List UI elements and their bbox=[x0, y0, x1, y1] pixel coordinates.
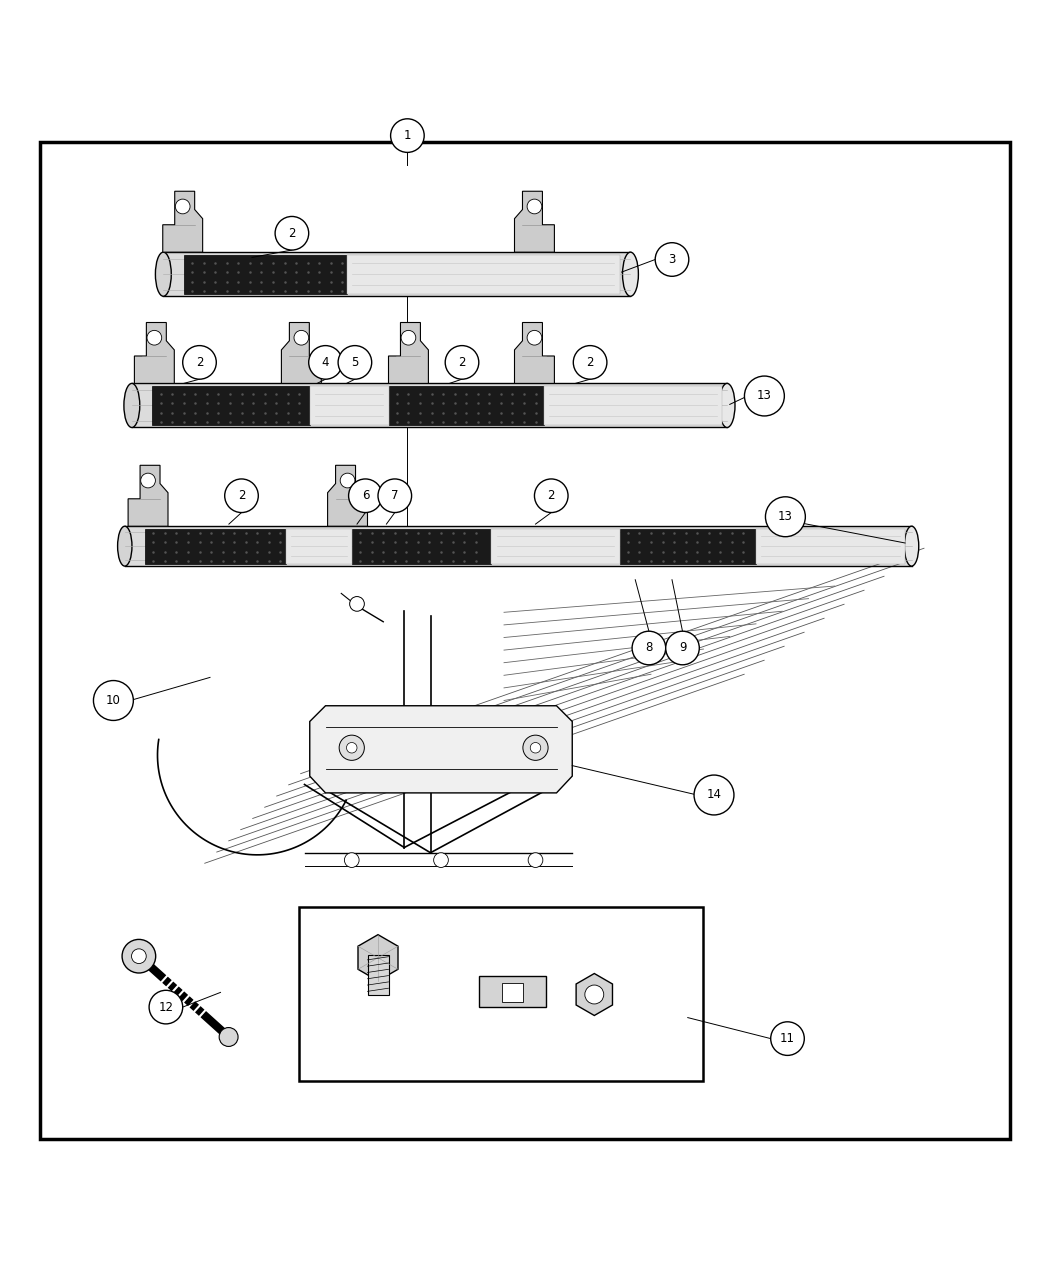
Circle shape bbox=[340, 473, 355, 488]
Circle shape bbox=[93, 681, 133, 720]
Text: 14: 14 bbox=[707, 788, 721, 802]
Circle shape bbox=[523, 736, 548, 760]
Text: 1: 1 bbox=[403, 129, 412, 142]
FancyBboxPatch shape bbox=[502, 983, 523, 1002]
FancyBboxPatch shape bbox=[299, 908, 704, 1081]
Ellipse shape bbox=[904, 527, 919, 566]
Text: 4: 4 bbox=[321, 356, 330, 368]
Circle shape bbox=[275, 217, 309, 250]
Circle shape bbox=[530, 742, 541, 754]
Circle shape bbox=[349, 479, 382, 513]
Circle shape bbox=[122, 940, 155, 973]
Circle shape bbox=[527, 199, 542, 214]
Text: 10: 10 bbox=[106, 694, 121, 708]
Circle shape bbox=[694, 775, 734, 815]
FancyBboxPatch shape bbox=[352, 529, 491, 564]
Ellipse shape bbox=[118, 527, 132, 566]
Circle shape bbox=[147, 330, 162, 346]
Text: 8: 8 bbox=[645, 641, 653, 654]
Circle shape bbox=[175, 199, 190, 214]
Circle shape bbox=[434, 853, 448, 867]
FancyBboxPatch shape bbox=[145, 529, 286, 564]
Text: 12: 12 bbox=[159, 1001, 173, 1014]
FancyBboxPatch shape bbox=[125, 527, 911, 566]
Polygon shape bbox=[163, 191, 203, 252]
Circle shape bbox=[527, 330, 542, 346]
Circle shape bbox=[378, 479, 412, 513]
Circle shape bbox=[765, 497, 805, 537]
Ellipse shape bbox=[124, 384, 140, 427]
Text: 2: 2 bbox=[458, 356, 466, 368]
FancyBboxPatch shape bbox=[152, 386, 310, 425]
Circle shape bbox=[401, 330, 416, 346]
Text: 3: 3 bbox=[668, 252, 676, 266]
Circle shape bbox=[149, 991, 183, 1024]
FancyBboxPatch shape bbox=[491, 529, 620, 564]
Circle shape bbox=[344, 853, 359, 867]
Circle shape bbox=[346, 742, 357, 754]
Circle shape bbox=[534, 479, 568, 513]
Polygon shape bbox=[388, 323, 428, 384]
FancyBboxPatch shape bbox=[544, 386, 722, 425]
Circle shape bbox=[339, 736, 364, 760]
Polygon shape bbox=[576, 974, 612, 1015]
FancyBboxPatch shape bbox=[164, 252, 630, 296]
Polygon shape bbox=[281, 323, 321, 384]
Text: 2: 2 bbox=[547, 490, 555, 502]
FancyBboxPatch shape bbox=[40, 142, 1010, 1140]
Circle shape bbox=[655, 242, 689, 277]
Circle shape bbox=[528, 853, 543, 867]
Circle shape bbox=[183, 346, 216, 379]
Polygon shape bbox=[358, 935, 398, 980]
Text: 2: 2 bbox=[237, 490, 246, 502]
FancyBboxPatch shape bbox=[388, 386, 544, 425]
Text: 6: 6 bbox=[361, 490, 370, 502]
Circle shape bbox=[309, 346, 342, 379]
Circle shape bbox=[141, 473, 155, 488]
Circle shape bbox=[666, 631, 699, 664]
Polygon shape bbox=[479, 975, 546, 1007]
Circle shape bbox=[391, 119, 424, 153]
Text: 13: 13 bbox=[757, 389, 772, 403]
Circle shape bbox=[219, 1028, 238, 1047]
Circle shape bbox=[294, 330, 309, 346]
Circle shape bbox=[338, 346, 372, 379]
Polygon shape bbox=[134, 323, 174, 384]
Polygon shape bbox=[514, 323, 554, 384]
Polygon shape bbox=[328, 465, 368, 527]
Polygon shape bbox=[514, 191, 554, 252]
Text: 9: 9 bbox=[678, 641, 687, 654]
Circle shape bbox=[632, 631, 666, 664]
Polygon shape bbox=[128, 465, 168, 527]
Text: 2: 2 bbox=[288, 227, 296, 240]
Text: 5: 5 bbox=[351, 356, 359, 368]
Ellipse shape bbox=[623, 252, 638, 296]
Circle shape bbox=[225, 479, 258, 513]
Circle shape bbox=[131, 949, 146, 964]
FancyBboxPatch shape bbox=[286, 529, 352, 564]
FancyBboxPatch shape bbox=[346, 255, 620, 293]
Text: 11: 11 bbox=[780, 1031, 795, 1046]
Circle shape bbox=[573, 346, 607, 379]
FancyBboxPatch shape bbox=[756, 529, 905, 564]
Text: 2: 2 bbox=[586, 356, 594, 368]
Circle shape bbox=[445, 346, 479, 379]
Ellipse shape bbox=[719, 384, 735, 427]
Text: 7: 7 bbox=[391, 490, 399, 502]
FancyBboxPatch shape bbox=[132, 384, 727, 427]
Text: 2: 2 bbox=[195, 356, 204, 368]
Polygon shape bbox=[310, 706, 572, 793]
FancyBboxPatch shape bbox=[620, 529, 756, 564]
Circle shape bbox=[771, 1021, 804, 1056]
Circle shape bbox=[350, 597, 364, 611]
Text: 13: 13 bbox=[778, 510, 793, 523]
Circle shape bbox=[585, 986, 604, 1003]
FancyBboxPatch shape bbox=[310, 386, 388, 425]
FancyBboxPatch shape bbox=[184, 255, 346, 293]
Ellipse shape bbox=[155, 252, 171, 296]
FancyBboxPatch shape bbox=[368, 955, 388, 994]
Circle shape bbox=[744, 376, 784, 416]
